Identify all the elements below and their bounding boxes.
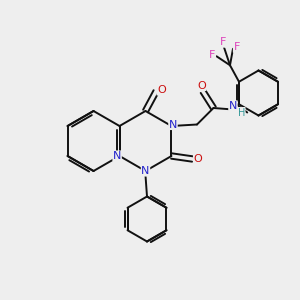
- Text: F: F: [220, 37, 226, 47]
- Text: N: N: [229, 101, 237, 111]
- Text: O: O: [157, 85, 166, 95]
- Text: F: F: [233, 42, 240, 52]
- Text: H: H: [238, 107, 245, 118]
- Text: O: O: [197, 80, 206, 91]
- Text: F: F: [209, 50, 215, 60]
- Text: O: O: [194, 154, 202, 164]
- Text: N: N: [169, 119, 177, 130]
- Text: N: N: [141, 166, 150, 176]
- Text: N: N: [113, 151, 121, 161]
